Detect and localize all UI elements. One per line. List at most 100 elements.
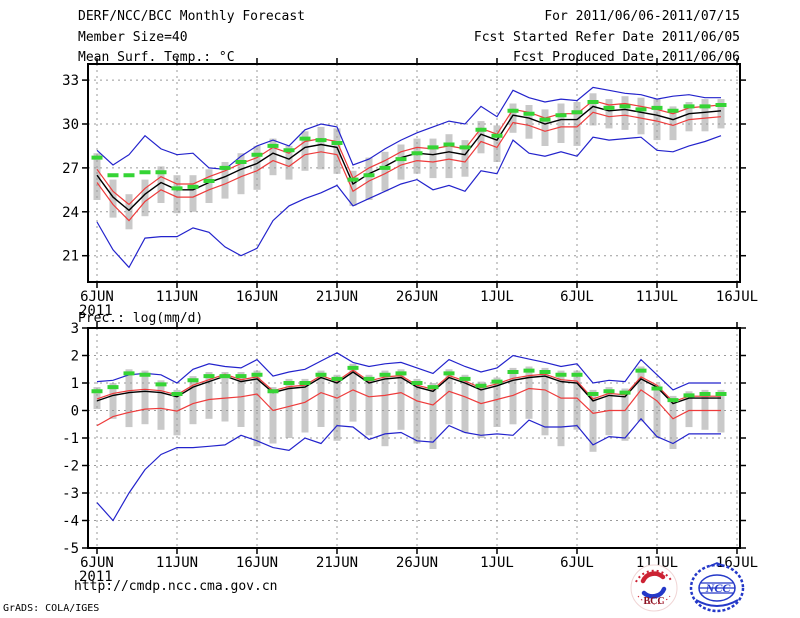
temp-spread-bar xyxy=(173,175,181,214)
prec-spread-bar xyxy=(221,372,229,422)
temp-xtick-label: 16JUL xyxy=(716,289,758,305)
prec-ticks xyxy=(82,322,746,554)
prec-spread-bar xyxy=(589,389,597,452)
temp-spread-bar xyxy=(525,105,533,139)
prec-spread-bar xyxy=(701,389,709,430)
temp-spread-bar xyxy=(429,138,437,179)
forecast-range-label: For 2011/06/06-2011/07/15 xyxy=(544,9,740,24)
prec-ytick-label: 1 xyxy=(71,376,79,392)
temp-spread-bar xyxy=(589,93,597,126)
prec-observation-dashes xyxy=(91,365,727,403)
temp-xtick-label: 1JUL xyxy=(480,289,514,305)
prec-spread-bar xyxy=(349,363,357,422)
prec-spread-bar xyxy=(285,378,293,438)
temp-ensemble-mean-line xyxy=(96,105,722,212)
temp-frame xyxy=(87,63,741,283)
temp-spread-bar xyxy=(445,134,453,179)
prec-series xyxy=(91,352,727,522)
temp-spread-bar xyxy=(141,179,149,217)
prec-mean-plus-std-line xyxy=(96,369,721,403)
temp-spread-bars xyxy=(93,93,725,230)
prec-ytick-label: -2 xyxy=(62,459,79,475)
prec-spread-bar xyxy=(413,378,421,444)
prec-spread-bar xyxy=(429,383,437,449)
temp-series xyxy=(91,86,727,269)
fcst-started-label: Fcst Started Refer Date 2011/06/05 xyxy=(473,30,740,45)
prec-spread-bar xyxy=(205,372,213,419)
prec-spread-bar xyxy=(509,367,517,425)
temp-ticks xyxy=(82,58,746,288)
prec-spread-bar xyxy=(237,372,245,427)
temp-ytick-label: 24 xyxy=(62,205,79,221)
temp-spread-bar xyxy=(109,179,117,218)
prec-spread-bar xyxy=(621,388,629,441)
bcc-logo-arc-text-top xyxy=(635,569,673,583)
prec-spread-bar xyxy=(717,389,725,433)
temp-spread-bar xyxy=(509,103,517,133)
prec-xtick-label: 6JUN xyxy=(80,555,114,571)
temp-year-label: 2011 xyxy=(79,303,113,319)
prec-spread-bar xyxy=(301,378,309,433)
temp-xtick-label: 11JUL xyxy=(636,289,678,305)
prec-panel-title: Prec.: log(mm/d) xyxy=(78,311,204,326)
bcc-logo-swirl-red xyxy=(640,571,666,584)
prec-spread-bar xyxy=(157,380,165,430)
prec-xtick-label: 16JUL xyxy=(716,555,758,571)
temp-spread-bar xyxy=(397,144,405,180)
temp-spread-bar xyxy=(637,97,645,135)
temp-spread-bar xyxy=(317,126,325,170)
prec-ytick-label: -3 xyxy=(62,486,79,502)
prec-spread-bar xyxy=(605,387,613,436)
temp-spread-bar xyxy=(205,169,213,203)
temp-xtick-label: 11JUN xyxy=(156,289,198,305)
temp-spread-bar xyxy=(269,138,277,176)
prec-ytick-label: -1 xyxy=(62,431,79,447)
ncc-logo-crest xyxy=(709,562,725,567)
temp-spread-bar xyxy=(221,162,229,199)
prec-spread-bar xyxy=(477,381,485,438)
temp-mean-minus-std-line xyxy=(96,111,722,222)
temp-spread-bar xyxy=(365,157,373,200)
prec-spread-bar xyxy=(669,395,677,449)
prec-ytick-label: -5 xyxy=(62,541,79,557)
temp-ensemble-max-line xyxy=(96,86,721,170)
temp-xtick-label: 16JUN xyxy=(236,289,278,305)
temp-spread-bar xyxy=(125,194,133,230)
temp-spread-bar xyxy=(301,131,309,171)
temp-spread-bar xyxy=(605,99,613,129)
temp-spread-bar xyxy=(685,102,693,132)
temp-ytick-label: 30 xyxy=(62,117,79,133)
prec-spread-bar xyxy=(685,391,693,428)
bcc-logo-label: BCC xyxy=(643,596,664,607)
temp-xtick-label: 26JUN xyxy=(396,289,438,305)
temp-spread-bar xyxy=(189,175,197,212)
prec-xtick-label: 26JUN xyxy=(396,555,438,571)
temp-spread-bar xyxy=(333,128,341,174)
temp-spread-bar xyxy=(557,103,565,143)
prec-spread-bars xyxy=(93,363,725,452)
temp-axis-labels: 33 30 27 24 21 6JUN 11JUN 16JUN 21JUN 26JUN 1JUL 6J… xyxy=(62,73,758,319)
prec-mean-minus-std-line xyxy=(96,387,721,427)
prec-spread-bar xyxy=(141,370,149,425)
prec-spread-bar xyxy=(397,369,405,430)
bcc-logo-swirl-blue xyxy=(641,586,667,599)
temp-spread-bar xyxy=(157,166,165,203)
bcc-logo: BCC xyxy=(630,564,678,612)
prec-spread-bar xyxy=(557,370,565,447)
prec-xtick-label: 1JUL xyxy=(480,555,514,571)
prec-xtick-label: 6JUL xyxy=(560,555,594,571)
fcst-produced-label: Fcst Produced Date 2011/06/06 xyxy=(513,50,740,65)
temp-ytick-label: 33 xyxy=(62,73,79,89)
member-size-label: Member Size=40 xyxy=(78,30,188,45)
ncc-logo-wreath xyxy=(689,563,745,613)
prec-spread-bar xyxy=(381,370,389,447)
prec-ytick-label: 3 xyxy=(71,321,79,337)
prec-spread-bar xyxy=(125,369,133,428)
prec-spread-bar xyxy=(317,370,325,427)
bcc-logo-arc-text-bottom xyxy=(637,595,671,605)
prec-ytick-label: 2 xyxy=(71,349,79,365)
prec-spread-bar xyxy=(109,383,117,419)
